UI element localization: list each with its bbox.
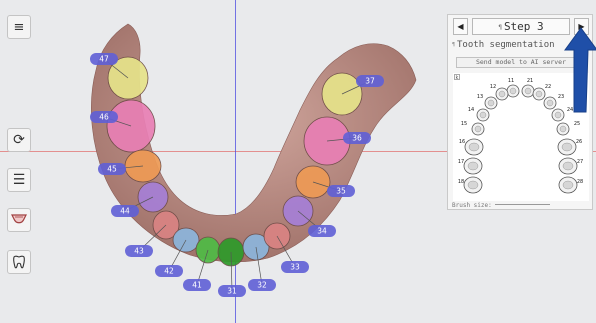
- tooth-label-badge[interactable]: [327, 185, 355, 197]
- chart-number-21: 21: [527, 78, 533, 84]
- chart-tooth-crown: [561, 142, 573, 152]
- jaw-view-button[interactable]: [7, 208, 31, 232]
- chevron-left-icon: ◀: [457, 22, 464, 31]
- step-title: ¶ Step 3: [472, 18, 570, 35]
- tooth-label-badge[interactable]: [248, 279, 276, 291]
- tooth-chart-diagram[interactable]: 11 12 13 14 15 16 17 18 21 22 23 24 25 26 27 28: [453, 73, 589, 201]
- tooth-label-badge[interactable]: [356, 75, 384, 87]
- chart-number-13: 13: [477, 94, 483, 100]
- reset-rotation-button[interactable]: ⟳: [7, 128, 31, 152]
- previous-step-button[interactable]: ◀: [453, 18, 468, 35]
- chart-number-12: 12: [490, 84, 496, 90]
- tooth-label-32: 32: [257, 281, 267, 290]
- brush-size-control[interactable]: Brush size:: [452, 202, 592, 210]
- tooth-47[interactable]: [107, 56, 149, 100]
- chart-toggle-icon[interactable]: k: [454, 74, 460, 81]
- chart-number-14: 14: [468, 107, 474, 113]
- tooth-label-43: 43: [134, 247, 144, 256]
- tooth-label-41: 41: [192, 281, 202, 290]
- hamburger-menu-icon: ≡: [13, 19, 25, 35]
- chart-tooth-crown: [498, 90, 506, 98]
- chart-number-25: 25: [574, 121, 580, 127]
- tooth-label-35: 35: [336, 187, 346, 196]
- chart-tooth-crown: [562, 161, 574, 171]
- tooth-view-button[interactable]: [7, 250, 31, 274]
- chart-tooth-crown: [474, 125, 482, 133]
- vertical-axis-line: [235, 0, 236, 323]
- menu-button[interactable]: ≡: [7, 15, 31, 39]
- reset-rotation-icon: ⟳: [13, 132, 25, 148]
- tooth-segmentation-section[interactable]: ¶ Tooth segmentation: [452, 39, 590, 51]
- chart-tooth-crown: [546, 99, 554, 107]
- tooth-label-47: 47: [99, 55, 109, 64]
- tooth-label-badge[interactable]: [155, 265, 183, 277]
- layers-icon: ☰: [12, 172, 26, 188]
- chart-number-17: 17: [458, 159, 464, 165]
- step-prefix: ¶: [498, 24, 502, 31]
- chart-tooth-crown: [509, 87, 517, 95]
- tooth-label-42: 42: [164, 267, 174, 276]
- chart-tooth-crown: [535, 90, 543, 98]
- tooth-label-badge[interactable]: [111, 205, 139, 217]
- tooth-label-33: 33: [290, 263, 300, 272]
- tooth-label-badge[interactable]: [90, 53, 118, 65]
- step-title-text: Step 3: [503, 20, 544, 33]
- brush-size-slider[interactable]: [494, 204, 550, 205]
- tooth-label-badge[interactable]: [308, 225, 336, 237]
- tooth-label-44: 44: [120, 207, 130, 216]
- chart-tooth-crown: [467, 180, 479, 190]
- layers-button[interactable]: ☰: [7, 168, 31, 192]
- chart-number-15: 15: [461, 121, 467, 127]
- tooth-label-46: 46: [99, 113, 109, 122]
- tooth-icon: [13, 255, 25, 269]
- chart-tooth-crown: [554, 111, 562, 119]
- tooth-label-badge[interactable]: [343, 132, 371, 144]
- chart-number-28: 28: [577, 179, 583, 185]
- tooth-segmentation-label: Tooth segmentation: [457, 40, 555, 50]
- chart-tooth-crown: [524, 87, 532, 95]
- chart-tooth-crown: [479, 111, 487, 119]
- chart-number-26: 26: [576, 139, 582, 145]
- chart-tooth-crown: [468, 142, 480, 152]
- tooth-label-badge[interactable]: [125, 245, 153, 257]
- chart-tooth-crown: [467, 161, 479, 171]
- chart-tooth-crown: [562, 180, 574, 190]
- brush-size-label: Brush size:: [452, 202, 492, 209]
- next-step-button[interactable]: ▶: [574, 18, 589, 35]
- chart-number-18: 18: [458, 179, 464, 185]
- tooth-label-badge[interactable]: [98, 163, 126, 175]
- chevron-right-icon: ▶: [578, 22, 585, 31]
- tooth-label-badge[interactable]: [183, 279, 211, 291]
- annotation-arrow-icon: [564, 27, 596, 113]
- tooth-label-badge[interactable]: [90, 111, 118, 123]
- tooth-label-45: 45: [107, 165, 117, 174]
- chart-number-24: 24: [567, 107, 573, 113]
- tooth-label-37: 37: [365, 77, 375, 86]
- chart-number-23: 23: [558, 94, 564, 100]
- tooth-label-34: 34: [317, 227, 327, 236]
- chart-number-11: 11: [508, 78, 514, 84]
- tooth-leader-line: [230, 251, 233, 292]
- tooth-label-36: 36: [352, 134, 362, 143]
- chart-number-16: 16: [459, 139, 465, 145]
- tooth-chart[interactable]: k 11 12 13 14 15 16 17 18 21 22 23 24 25 26 27 28: [453, 73, 589, 201]
- chart-tooth-crown: [487, 99, 495, 107]
- tooth-leader-line: [255, 246, 263, 286]
- tooth-label-badge[interactable]: [218, 285, 246, 297]
- jaw-view-icon: [11, 214, 27, 224]
- tooth-label-badge[interactable]: [281, 261, 309, 273]
- chart-number-27: 27: [577, 159, 583, 165]
- tooth-label-31: 31: [227, 287, 237, 296]
- segmentation-prefix: ¶: [452, 42, 456, 48]
- chart-number-22: 22: [545, 84, 551, 90]
- chart-tooth-crown: [559, 125, 567, 133]
